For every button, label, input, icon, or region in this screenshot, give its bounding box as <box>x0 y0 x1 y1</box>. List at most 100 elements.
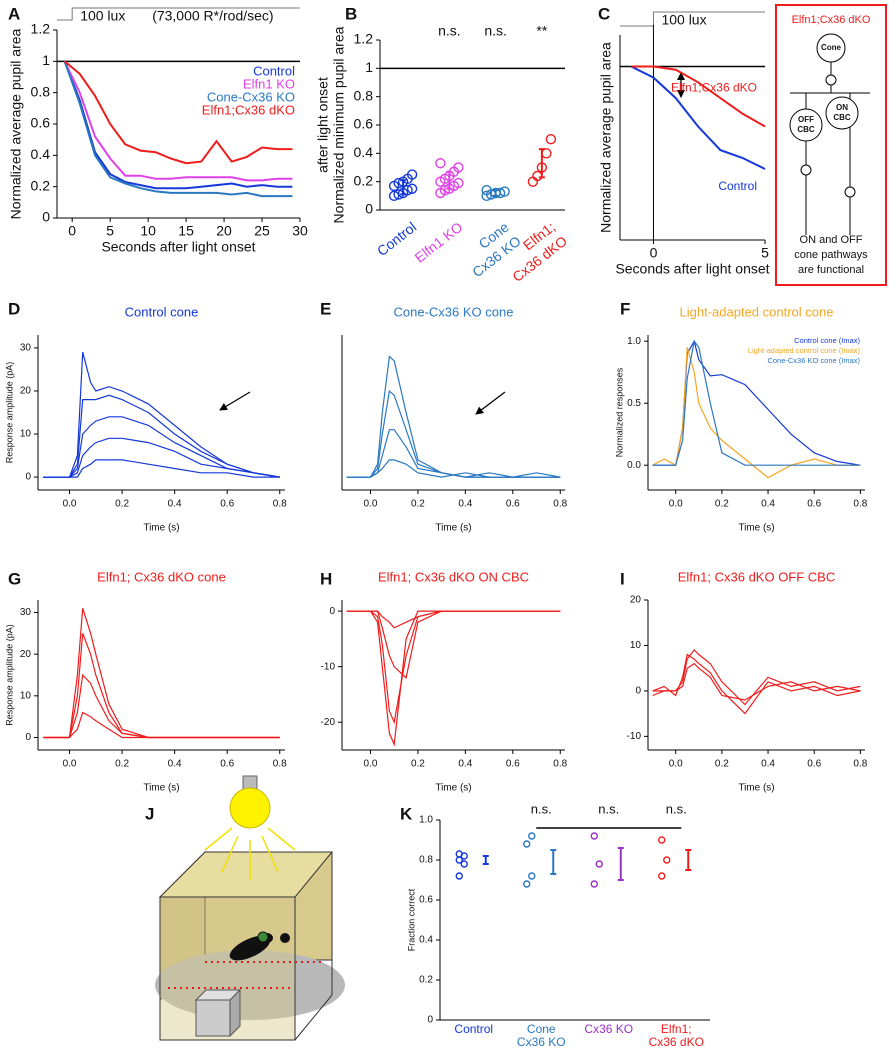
error-bar <box>685 849 692 871</box>
x-tick-label: 20 <box>216 223 232 239</box>
light-ray <box>261 835 279 873</box>
x-tick-label: 0.0 <box>63 499 77 510</box>
data-point <box>406 183 418 194</box>
x-axis-label: Time (s) <box>738 523 774 534</box>
data-point <box>663 856 671 864</box>
y-tick-label: 10 <box>20 690 32 701</box>
x-axis-label: Time (s) <box>435 523 471 534</box>
y-axis-label: Response amplitude (pA) <box>4 624 14 726</box>
y-tick-label: 0.6 <box>31 115 51 131</box>
light-ray <box>267 827 296 851</box>
y-axis-label: Normalized average pupil area <box>8 28 24 219</box>
stimulus-trace <box>620 11 765 27</box>
x-tick-label: 5 <box>106 223 114 239</box>
caption: ON and OFF <box>800 234 863 246</box>
x-tick-label: 0.2 <box>411 499 425 510</box>
target <box>280 933 290 943</box>
y-tick-label: 0.6 <box>354 116 374 132</box>
panel-letter: K <box>400 804 413 823</box>
series-line <box>43 352 280 478</box>
data-point <box>481 190 492 202</box>
cube <box>195 999 231 1037</box>
y-tick-label: 1 <box>42 52 50 68</box>
x-tick-label: 0.4 <box>761 499 775 510</box>
data-point <box>658 836 666 844</box>
on-label: ON <box>836 103 848 112</box>
x-tick-label: 0.0 <box>63 759 77 770</box>
series-line <box>43 633 280 739</box>
category-label: Cx36 KO <box>517 1035 566 1049</box>
y-tick-label: -10 <box>321 661 336 672</box>
x-tick-label: 0.2 <box>411 759 425 770</box>
y-tick-label: 0 <box>635 686 641 697</box>
category-label: Elfn1 KO <box>411 219 465 266</box>
data-point <box>658 872 666 880</box>
chart-title: Light-adapted control cone <box>680 304 834 319</box>
y-axis-label: Response amplitude (pA) <box>4 362 14 464</box>
data-point <box>528 872 536 880</box>
series-line <box>652 662 861 701</box>
y-tick-label: -20 <box>321 717 336 728</box>
x-tick-label: 0.0 <box>364 759 378 770</box>
x-tick-label: 0.8 <box>553 499 567 510</box>
category-label: Cx36 dKO <box>649 1035 704 1049</box>
legend-entry: Cone-Cx36 KO <box>207 89 295 104</box>
significance: n.s. <box>666 801 687 816</box>
y-tick-label: 10 <box>20 429 32 440</box>
data-point <box>453 177 464 189</box>
x-tick-label: 0.2 <box>715 759 729 770</box>
significance: n.s. <box>484 23 507 39</box>
edge <box>294 994 333 1041</box>
chart-title: Elfn1; Cx36 dKO ON CBC <box>378 569 529 584</box>
series-line <box>43 394 280 478</box>
stimulus-label: 100 lux <box>661 12 706 28</box>
data-point <box>453 162 464 173</box>
chart-title: Elfn1; Cx36 dKO OFF CBC <box>678 569 836 584</box>
x-tick-label: 0.8 <box>553 759 567 770</box>
x-axis-label: Time (s) <box>143 783 179 794</box>
y-tick-label: 30 <box>20 607 32 618</box>
on-cbc-node <box>825 96 859 130</box>
x-tick-label: 0.4 <box>761 759 775 770</box>
data-point <box>499 186 510 197</box>
y-tick-label: 0.4 <box>419 935 433 946</box>
x-axis-label: Time (s) <box>738 783 774 794</box>
data-point <box>523 880 531 888</box>
x-tick-label: 0 <box>68 223 76 239</box>
caption: cone pathways <box>794 249 868 261</box>
x-axis-label: Seconds after light onset <box>615 261 769 277</box>
mouse <box>229 935 271 961</box>
x-tick-label: 0.4 <box>168 499 182 510</box>
x-tick-label: 30 <box>292 223 308 239</box>
panel-letter: G <box>8 569 21 588</box>
panel-letter: C <box>598 4 610 23</box>
series-line <box>63 60 293 165</box>
y-tick-label: 0.2 <box>354 172 374 188</box>
x-axis-label: Seconds after light onset <box>101 239 255 255</box>
y-tick-label: 0.6 <box>419 895 433 906</box>
off-label: CBC <box>797 125 815 134</box>
legend-entry: Control cone (Imax) <box>794 336 860 345</box>
legend-entry: Light-adapted control cone (Imax) <box>748 346 861 355</box>
off-label: OFF <box>798 115 814 124</box>
x-tick-label: 0.2 <box>115 499 129 510</box>
y-tick-label: 0.8 <box>31 83 51 99</box>
category-label: Cone <box>527 1022 556 1036</box>
on-label: CBC <box>833 113 851 122</box>
panel-letter: F <box>620 299 630 318</box>
x-tick-label: 0.2 <box>715 499 729 510</box>
series-line <box>631 65 766 128</box>
synapse <box>825 74 837 86</box>
x-tick-label: 0.6 <box>807 499 821 510</box>
panel-letter: B <box>345 4 357 23</box>
y-tick-label: 10 <box>630 640 642 651</box>
panel-letter: D <box>8 299 20 318</box>
x-tick-label: 0.6 <box>506 759 520 770</box>
y-tick-label: -10 <box>627 731 642 742</box>
y-tick-label: 0.4 <box>354 144 374 160</box>
data-point <box>595 860 603 868</box>
x-axis-label: Time (s) <box>143 523 179 534</box>
legend-entry: Elfn1 KO <box>243 76 295 91</box>
category-label: Cx36 KO <box>584 1022 633 1036</box>
